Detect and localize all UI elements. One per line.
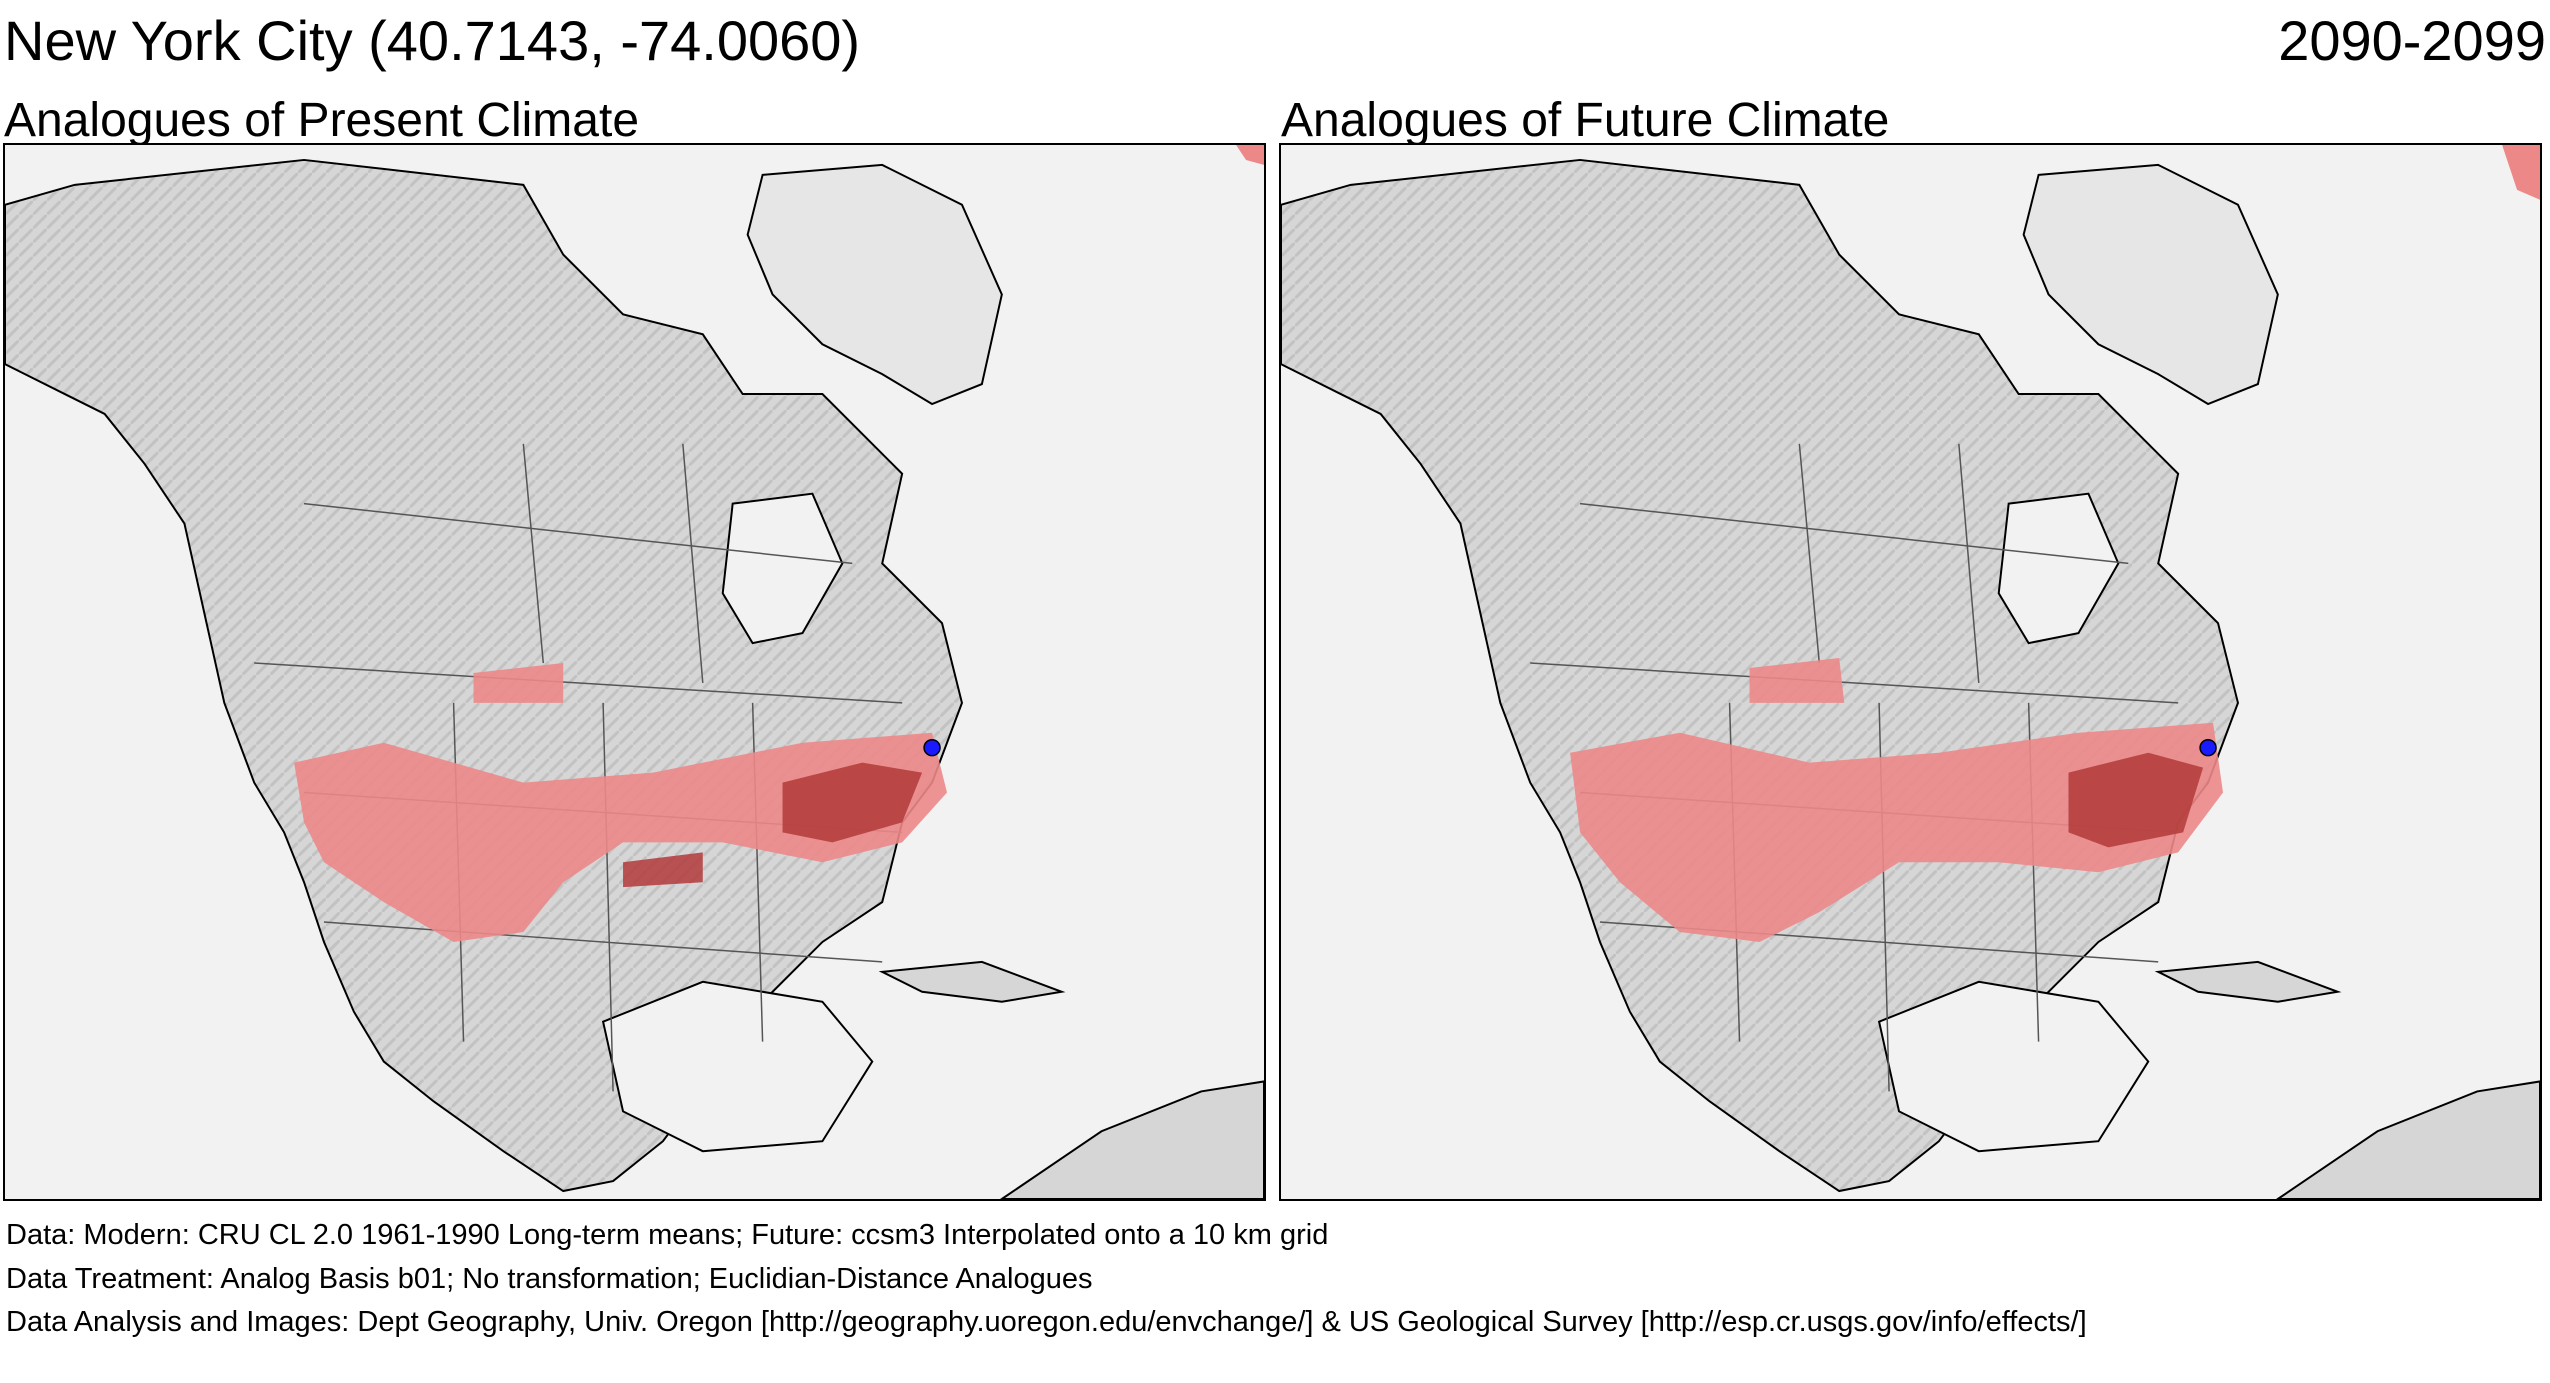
strong-analogue-region xyxy=(2068,752,2204,848)
analogue-region xyxy=(2502,145,2540,200)
data-analysis-credit: Data Analysis and Images: Dept Geography… xyxy=(6,1306,2087,1338)
greenland-landmass xyxy=(746,163,1003,406)
present-climate-map xyxy=(3,143,1266,1201)
analogue-region xyxy=(1570,722,2224,942)
time-period-label: 2090-2099 xyxy=(2278,9,2546,72)
location-marker xyxy=(923,738,941,757)
hudson-bay xyxy=(721,492,844,645)
future-climate-map xyxy=(1279,143,2542,1201)
caribbean-islands xyxy=(878,960,1066,1003)
greenland-landmass xyxy=(2022,163,2279,406)
strong-analogue-region xyxy=(782,762,923,843)
analogue-region xyxy=(1236,145,1264,165)
analogue-region xyxy=(1749,658,1845,703)
caribbean-islands xyxy=(2154,960,2342,1003)
location-marker xyxy=(2199,738,2217,757)
future-climate-map-title: Analogues of Future Climate xyxy=(1281,94,1890,147)
present-climate-map-title: Analogues of Present Climate xyxy=(4,94,640,147)
future-climate-map-canvas xyxy=(1281,145,2540,1199)
data-treatment-note: Data Treatment: Analog Basis b01; No tra… xyxy=(6,1263,1093,1295)
analogue-region xyxy=(473,663,564,703)
south-america-landmass xyxy=(2276,1080,2540,1199)
hudson-bay xyxy=(1997,492,2120,645)
data-source-note: Data: Modern: CRU CL 2.0 1961-1990 Long-… xyxy=(6,1219,1329,1251)
present-climate-map-canvas xyxy=(5,145,1264,1199)
gulf-of-mexico xyxy=(601,980,874,1153)
page-title: New York City (40.7143, -74.0060) xyxy=(4,9,861,72)
strong-analogue-region xyxy=(623,852,703,888)
south-america-landmass xyxy=(1000,1080,1264,1199)
gulf-of-mexico xyxy=(1877,980,2150,1153)
